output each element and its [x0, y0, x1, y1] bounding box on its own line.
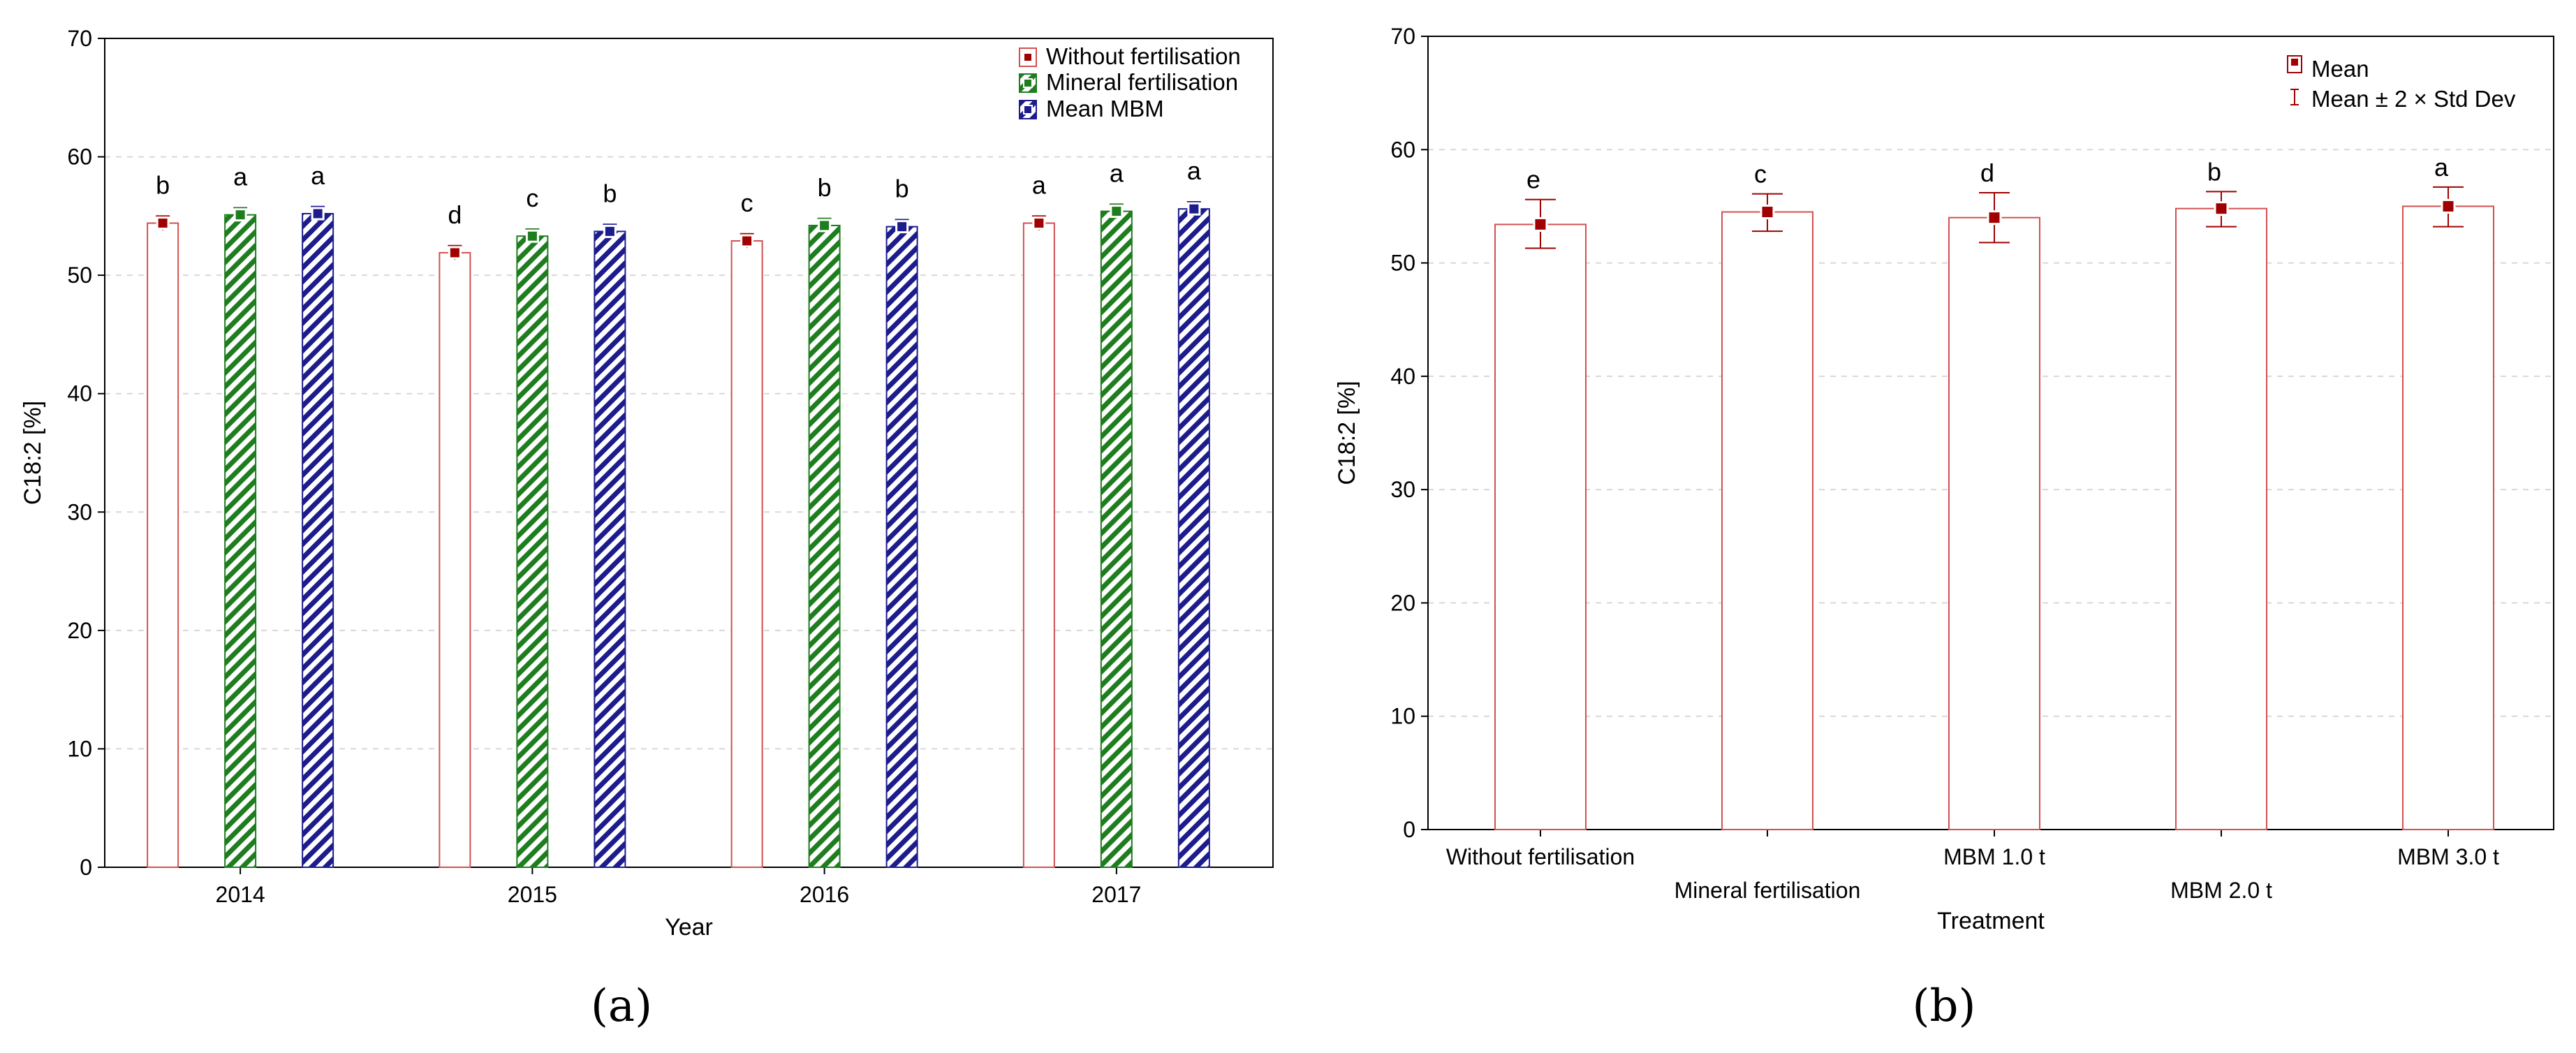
- b-panel-label: (b): [1913, 980, 1976, 1032]
- a-bar: [224, 214, 257, 868]
- a-bar: [1022, 222, 1055, 868]
- a-y-tick-label: 0: [80, 855, 92, 880]
- b-significance-letter: a: [2434, 153, 2449, 182]
- panel-b-chart: 0 10 20 30 40 50 60 70 Without fertilisation e Min…: [1334, 24, 2554, 1032]
- a-y-tick-label: 70: [67, 26, 92, 51]
- b-bar: [1494, 223, 1587, 830]
- a-mean-marker: [603, 224, 617, 238]
- a-significance-letter: a: [1032, 171, 1047, 200]
- b-x-axis-label: Treatment: [1937, 908, 2045, 934]
- b-significance-letter: d: [1980, 159, 1994, 187]
- a-mean-marker: [1110, 205, 1124, 219]
- a-bar: [808, 224, 841, 868]
- a-x-tick-label: 2017: [1091, 882, 1141, 907]
- a-plot-frame: [104, 38, 1274, 868]
- a-bar: [885, 226, 918, 868]
- b-x-tick-label: Without fertilisation: [1446, 844, 1635, 869]
- b-y-tick-label: 0: [1403, 817, 1415, 842]
- a-legend-label: Mineral fertilisation: [1046, 69, 1238, 95]
- b-y-tick-label: 10: [1390, 704, 1415, 729]
- b-significance-letter: c: [1754, 160, 1767, 189]
- a-bar: [1100, 210, 1133, 868]
- a-y-axis-label: C18:2 [%]: [20, 401, 46, 505]
- a-significance-letter: b: [603, 179, 617, 207]
- b-mean-marker: [2214, 201, 2229, 216]
- a-y-tick-label: 50: [67, 263, 92, 288]
- a-y-tick-label: 60: [67, 145, 92, 170]
- a-legend-label: Without fertilisation: [1046, 43, 1241, 69]
- a-mean-marker: [818, 219, 832, 233]
- a-bar: [516, 235, 549, 869]
- a-mean-marker: [233, 208, 247, 222]
- b-legend-mean-label: Mean: [2311, 56, 2369, 82]
- b-bar: [1721, 211, 1813, 830]
- a-x-axis-label: Year: [665, 914, 713, 941]
- b-mean-marker: [1760, 205, 1775, 220]
- b-x-tick-label: MBM 2.0 t: [2170, 878, 2272, 903]
- a-y-tick-label: 40: [67, 381, 92, 406]
- a-legend-marker: [1023, 52, 1033, 62]
- b-bar: [1948, 216, 2040, 830]
- a-significance-letter: b: [156, 171, 170, 200]
- b-y-axis-label: C18:2 [%]: [1334, 381, 1360, 485]
- b-bar: [2175, 207, 2267, 831]
- b-significance-letter: e: [1526, 165, 1540, 194]
- b-bar: [2402, 205, 2494, 830]
- a-y-tick-label: 30: [67, 499, 92, 524]
- a-legend-label: Mean MBM: [1046, 96, 1164, 122]
- a-bar: [302, 212, 334, 869]
- a-mean-marker: [1187, 202, 1201, 216]
- a-panel-label: (a): [591, 980, 652, 1032]
- a-significance-letter: a: [233, 163, 248, 191]
- b-y-tick-label: 40: [1390, 364, 1415, 389]
- b-mean-marker: [2441, 198, 2456, 214]
- a-mean-marker: [156, 216, 170, 230]
- b-y-tick-label: 60: [1390, 137, 1415, 162]
- a-significance-letter: a: [1110, 159, 1124, 188]
- b-y-tick-label: 20: [1390, 590, 1415, 615]
- a-x-tick-label: 2015: [508, 882, 557, 907]
- a-significance-letter: b: [818, 173, 832, 202]
- b-mean-marker: [1533, 216, 1548, 232]
- b-y-tick-label: 30: [1390, 477, 1415, 502]
- b-y-tick-label: 50: [1390, 251, 1415, 276]
- a-legend-marker: [1023, 105, 1033, 115]
- a-mean-marker: [448, 246, 462, 260]
- a-x-tick-label: 2016: [800, 882, 849, 907]
- a-mean-marker: [1032, 216, 1046, 230]
- a-significance-letter: c: [526, 184, 538, 212]
- panel-a-chart: 0 10 20 30 40 50 60 70 2014 b a a 2015 d c b 2016 c b b 2017…: [20, 26, 1274, 1032]
- a-y-tick-label: 10: [67, 736, 92, 761]
- b-y-tick-label: 70: [1390, 24, 1415, 49]
- a-y-tick-label: 20: [67, 618, 92, 643]
- b-mean-marker: [1987, 210, 2002, 226]
- a-significance-letter: c: [741, 189, 753, 217]
- b-x-tick-label: MBM 3.0 t: [2397, 844, 2499, 869]
- b-significance-letter: b: [2207, 157, 2221, 186]
- a-significance-letter: a: [1187, 156, 1202, 185]
- b-legend-mean-marker: [2291, 59, 2298, 66]
- a-significance-letter: b: [895, 175, 909, 203]
- a-mean-marker: [525, 229, 539, 243]
- a-bar: [594, 230, 626, 868]
- b-legend-errorbar-label: Mean ± 2 × Std Dev: [2311, 86, 2516, 112]
- a-bar: [730, 240, 763, 868]
- b-x-tick-label: MBM 1.0 t: [1943, 844, 2045, 869]
- a-mean-marker: [895, 220, 909, 234]
- a-legend-marker: [1023, 78, 1033, 88]
- b-x-tick-label: Mineral fertilisation: [1675, 878, 1861, 903]
- a-bar: [439, 251, 471, 869]
- a-mean-marker: [740, 234, 754, 248]
- a-mean-marker: [311, 207, 325, 221]
- a-bar: [1177, 208, 1210, 868]
- a-x-tick-label: 2014: [216, 882, 265, 907]
- a-significance-letter: d: [448, 200, 462, 229]
- a-bar: [147, 222, 179, 868]
- a-significance-letter: a: [311, 161, 325, 190]
